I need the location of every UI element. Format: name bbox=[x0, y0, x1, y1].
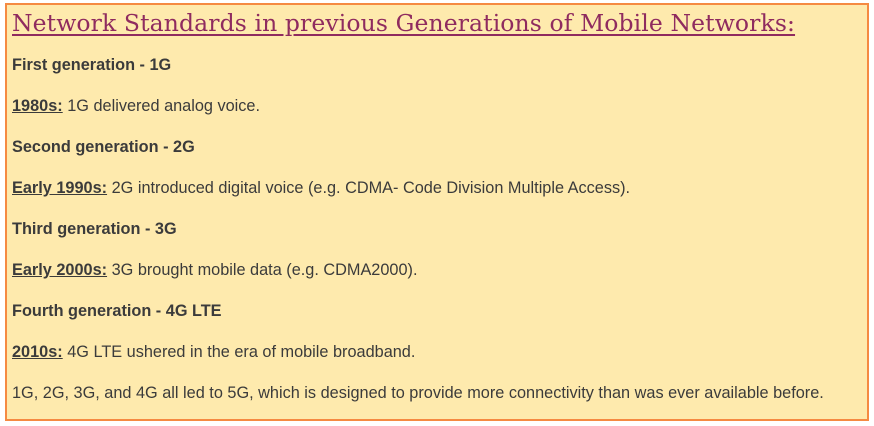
conclusion-text: 1G, 2G, 3G, and 4G all led to 5G, which … bbox=[12, 384, 824, 402]
section-text-3g: Early 2000s: 3G brought mobile data (e.g… bbox=[12, 261, 417, 280]
era-description: 3G brought mobile data (e.g. CDMA2000). bbox=[107, 261, 418, 279]
era-label: 1980s: bbox=[12, 97, 63, 115]
section-heading-1g: First generation - 1G bbox=[12, 56, 172, 74]
era-label: 2010s: bbox=[12, 343, 63, 361]
section-heading-4g: Fourth generation - 4G LTE bbox=[12, 302, 222, 320]
section-text-2g: Early 1990s: 2G introduced digital voice… bbox=[12, 179, 630, 198]
era-label: Early 1990s: bbox=[12, 179, 108, 197]
page-title: Network Standards in previous Generation… bbox=[12, 9, 796, 37]
section-text-4g: 2010s: 4G LTE ushered in the era of mobi… bbox=[12, 343, 415, 362]
section-text-1g: 1980s: 1G delivered analog voice. bbox=[12, 97, 260, 116]
era-description: 4G LTE ushered in the era of mobile broa… bbox=[62, 343, 416, 361]
section-heading-3g: Third generation - 3G bbox=[12, 220, 177, 238]
era-description: 2G introduced digital voice (e.g. CDMA- … bbox=[107, 179, 631, 197]
era-description: 1G delivered analog voice. bbox=[62, 97, 261, 115]
era-label: Early 2000s: bbox=[12, 261, 108, 279]
section-heading-2g: Second generation - 2G bbox=[12, 138, 195, 156]
content-box: Network Standards in previous Generation… bbox=[5, 3, 869, 421]
